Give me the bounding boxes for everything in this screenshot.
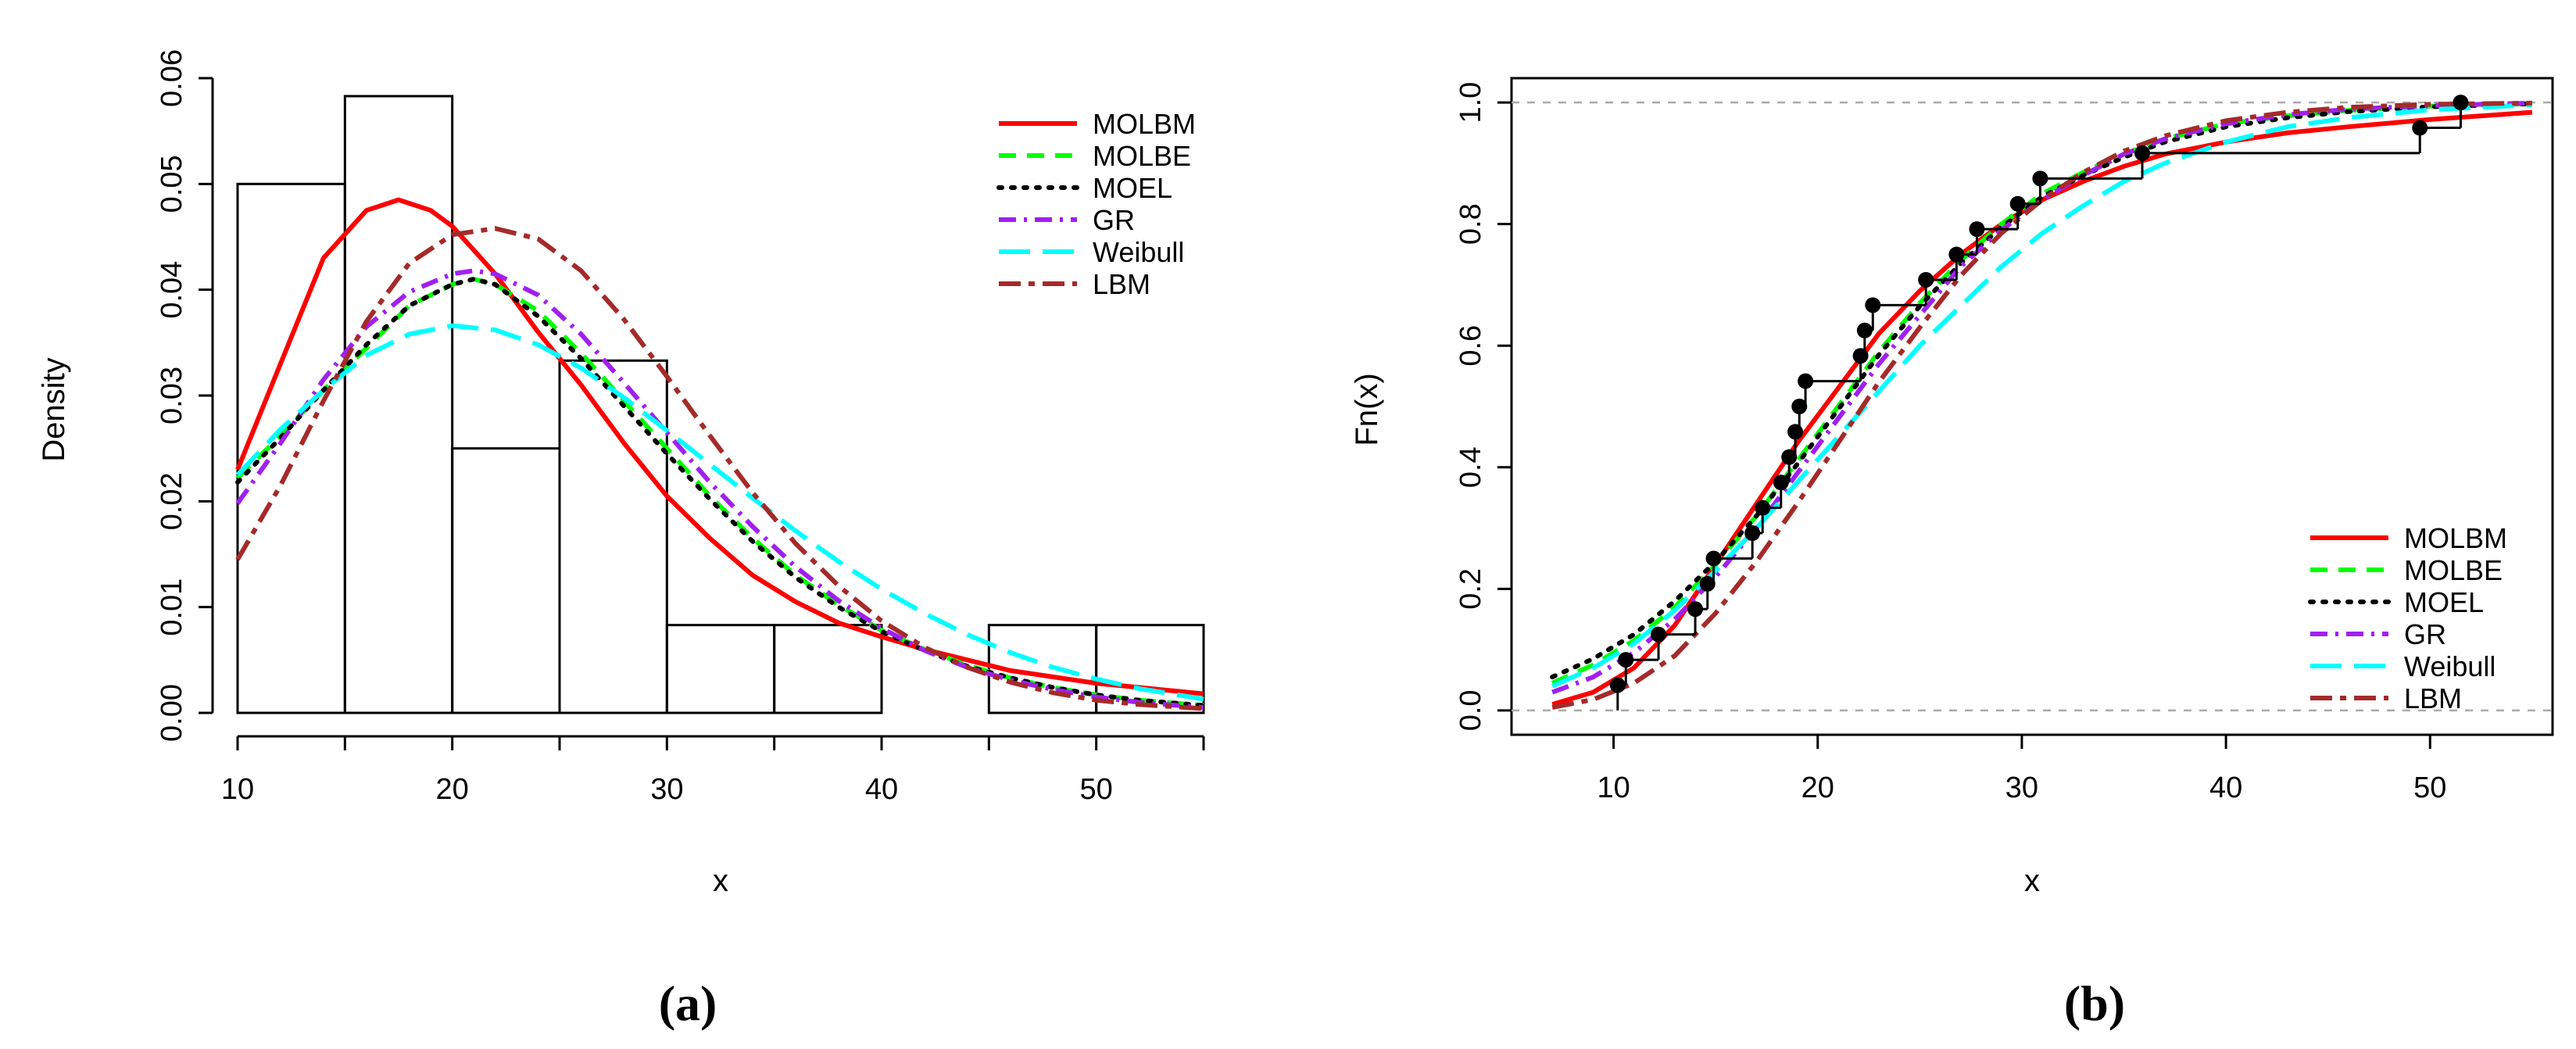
histogram-bar <box>665 624 776 714</box>
panel-a-y-tick-label: 0.02 <box>156 472 188 530</box>
ecdf-point <box>1744 525 1761 542</box>
panel-a-y-tick-label: 0.05 <box>156 155 188 213</box>
ecdf-point <box>1773 474 1789 491</box>
histogram-bar <box>558 359 668 714</box>
panel-b-y-tick-label: 1.0 <box>1454 82 1487 124</box>
histogram-bar <box>773 624 883 714</box>
density-curve-molbm <box>235 197 1204 696</box>
ecdf-point <box>1781 449 1798 465</box>
panel-b-plot-frame <box>1510 77 2554 736</box>
ecdf-point <box>1699 575 1716 592</box>
panel-b-caption: (b) <box>2064 976 2125 1031</box>
legend-label-gr: GR <box>1093 204 1135 236</box>
panel-a-histogram: 10 20 30 40 50 0.00 0.01 0.02 0.03 0.04 0.05 0.06 x… <box>37 49 1206 1031</box>
panel-a-x-tick-label: 10 <box>221 773 254 806</box>
panel-a-y-tick-label: 0.00 <box>156 684 188 742</box>
empirical-cdf <box>1609 95 2469 711</box>
histogram-bar <box>1095 624 1205 714</box>
panel-b-axes: 10 20 30 40 50 0.0 0.2 0.4 0.6 0.8 1.0 <box>1454 82 2446 804</box>
ecdf-point <box>2453 95 2469 111</box>
panel-b-x-tick-label: 20 <box>1801 772 1834 804</box>
cdf-curves <box>1550 100 2535 710</box>
density-curve-gr <box>235 268 1204 711</box>
histogram-bar <box>236 182 346 714</box>
ecdf-point <box>1948 246 1965 263</box>
density-curves <box>235 197 1206 711</box>
legend-label-molbe: MOLBE <box>2404 554 2503 586</box>
panel-b-y-axis-title: Fn(x) <box>1350 373 1384 446</box>
legend-label-gr: GR <box>2404 618 2446 650</box>
reference-lines <box>1512 101 2553 712</box>
ecdf-point <box>2032 170 2048 187</box>
panel-a-axes: 10 20 30 40 50 0.00 0.01 0.02 0.03 0.04 0.05 0.06 <box>156 49 1205 806</box>
cdf-curve-molbe <box>1551 101 2532 686</box>
panel-a-y-tick-label: 0.01 <box>156 578 188 636</box>
cdf-curve-lbm <box>1551 100 2532 710</box>
ecdf-point <box>1856 322 1873 338</box>
panel-a-y-tick-label: 0.06 <box>156 49 188 107</box>
panel-b-y-tick-label: 0.0 <box>1454 689 1487 731</box>
legend-label-molbm: MOLBM <box>1093 108 1196 140</box>
cdf-curve-weibull <box>1551 102 2533 689</box>
panel-b-x-tick-label: 40 <box>2209 772 2242 804</box>
panel-a-x-tick-label: 50 <box>1080 773 1113 806</box>
panel-b-x-tick-label: 50 <box>2413 772 2446 804</box>
histogram-bars <box>236 95 1205 714</box>
density-curve-moel <box>235 277 1206 708</box>
legend-label-moel: MOEL <box>2404 586 2484 618</box>
ecdf-point <box>1755 499 1771 516</box>
legend-label-moel: MOEL <box>1093 172 1172 204</box>
panel-a-x-axis-title: x <box>713 864 728 898</box>
panel-b-x-axis-title: x <box>2024 864 2040 898</box>
panel-a-x-tick-label: 30 <box>650 773 683 806</box>
panel-b-y-tick-label: 0.2 <box>1454 568 1487 610</box>
cdf-curve-moel <box>1550 101 2535 680</box>
panel-b-x-tick-label: 10 <box>1597 772 1630 804</box>
density-curve-lbm <box>235 226 1204 711</box>
panel-a-x-tick-label: 40 <box>865 773 898 806</box>
panel-a-y-tick-label: 0.03 <box>156 367 188 424</box>
panel-a-y-tick-label: 0.04 <box>156 261 188 319</box>
legend-label-molbm: MOLBM <box>2404 522 2507 554</box>
histogram-bar <box>343 95 454 714</box>
panel-a-x-tick-label: 20 <box>436 773 469 806</box>
ecdf-point <box>2134 145 2151 161</box>
ecdf-point <box>1918 271 1934 288</box>
ecdf-point <box>1651 626 1667 643</box>
ecdf-point <box>1865 297 1881 313</box>
legend-label-lbm: LBM <box>1093 268 1150 300</box>
ecdf-point <box>1969 221 1985 238</box>
ecdf-point <box>1609 677 1626 693</box>
ecdf-point <box>1852 348 1869 364</box>
panel-b-y-tick-label: 0.6 <box>1454 325 1487 367</box>
ecdf-point <box>1705 550 1722 567</box>
ecdf-point <box>1618 652 1634 668</box>
panel-b-y-tick-label: 0.4 <box>1454 446 1487 488</box>
ecdf-point <box>2412 120 2428 136</box>
histogram-bar <box>451 447 561 714</box>
ecdf-point <box>1798 373 1814 389</box>
panel-a-caption: (a) <box>659 976 717 1031</box>
panel-b-ecdf: 10 20 30 40 50 0.0 0.2 0.4 0.6 0.8 1.0 x Fn(x) MOL… <box>1350 77 2554 1031</box>
legend-label-weibull: Weibull <box>1093 236 1184 268</box>
legend-label-weibull: Weibull <box>2404 650 2496 682</box>
panel-b-y-tick-label: 0.8 <box>1454 203 1487 245</box>
cdf-curve-gr <box>1551 100 2532 695</box>
density-curve-molbe <box>235 277 1204 708</box>
legend-label-molbe: MOLBE <box>1093 140 1191 172</box>
legend-label-lbm: LBM <box>2404 682 2462 714</box>
panel-b-x-tick-label: 30 <box>2005 772 2038 804</box>
ecdf-point <box>2009 195 2026 212</box>
ecdf-point <box>1687 601 1704 618</box>
panel-a-y-axis-title: Density <box>37 357 71 461</box>
ecdf-point <box>1787 424 1804 440</box>
ecdf-point <box>1791 399 1808 414</box>
density-curve-weibull <box>235 323 1204 702</box>
